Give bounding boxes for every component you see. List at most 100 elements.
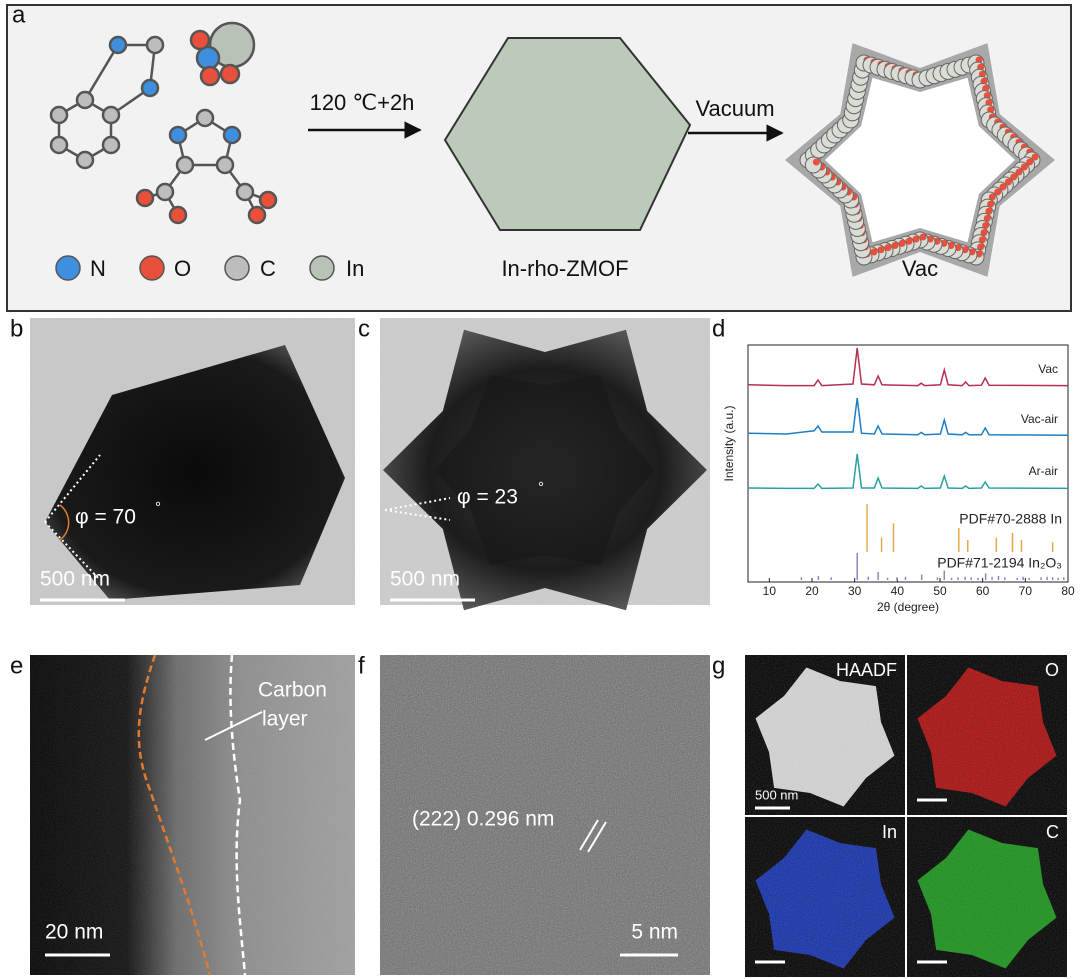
bead-oxygen	[1026, 158, 1034, 166]
bead-oxygen	[982, 221, 990, 229]
map-label: O	[1045, 660, 1059, 680]
bead-oxygen	[891, 241, 899, 249]
x-tick-label: 10	[763, 584, 777, 598]
bead	[804, 156, 822, 174]
panel-label: f	[358, 652, 365, 679]
bead-oxygen	[905, 237, 913, 245]
angle-guide	[44, 454, 101, 581]
scale-bar-label: 500 nm	[390, 568, 460, 591]
angle-unit: °	[538, 479, 544, 496]
legend-marker	[224, 255, 250, 281]
panel-label: b	[10, 315, 23, 342]
x-tick-label: 40	[891, 584, 905, 598]
annotation: (222) 0.296 nm	[412, 808, 554, 831]
angle-unit: °	[155, 499, 161, 516]
boundary-outer	[229, 654, 247, 976]
annotation: layer	[262, 708, 308, 731]
xrd-curve	[747, 347, 1069, 387]
crystal	[383, 329, 707, 611]
product-label: Vac	[902, 256, 938, 281]
x-axis-label: 2θ (degree)	[877, 600, 939, 614]
crystal	[45, 345, 345, 600]
panel-label: a	[12, 1, 26, 28]
series-label: Vac-air	[1021, 412, 1058, 426]
panel-label: d	[712, 315, 725, 342]
legend-label: C	[260, 256, 276, 281]
eds-maps: HAADF O In C	[745, 655, 1067, 977]
xrd-curve	[747, 397, 1069, 436]
x-tick-label: 20	[805, 584, 819, 598]
scale-bar-label: 500 nm	[40, 568, 110, 591]
legend-label: N	[90, 256, 106, 281]
angle-label: φ = 23	[457, 486, 518, 509]
panel-label: e	[10, 652, 23, 679]
scale-bar-label: 20 nm	[45, 921, 103, 944]
legend-marker	[309, 255, 335, 281]
bead-oxygen	[1010, 173, 1018, 181]
bead-oxygen	[870, 248, 878, 256]
angle-label: φ = 70	[75, 506, 136, 529]
bead-oxygen	[980, 229, 988, 237]
legend-label: In	[346, 256, 364, 281]
bead-oxygen	[1031, 153, 1039, 161]
bead-oxygen	[919, 233, 927, 241]
tem-texture	[30, 655, 355, 975]
vac-structure	[785, 43, 1055, 277]
angle-arc	[59, 504, 70, 541]
panel-label: c	[358, 315, 370, 342]
step-label: Vacuum	[695, 96, 774, 121]
bead-oxygen	[1020, 163, 1028, 171]
y-axis-label: Intensity (a.u.)	[722, 405, 736, 481]
bead-oxygen	[994, 188, 1002, 196]
bead-oxygen	[977, 243, 985, 251]
x-tick-label: 70	[1019, 584, 1033, 598]
legend: N O C In	[55, 255, 364, 281]
bead-oxygen	[912, 235, 920, 243]
bead-oxygen	[985, 207, 993, 215]
step-label: 120 ℃+2h	[310, 90, 415, 115]
x-tick-label: 50	[933, 584, 947, 598]
cavity	[825, 77, 1015, 243]
annotation-arrow	[204, 711, 263, 741]
series-label: Vac	[1038, 362, 1058, 376]
scale-bar-label: 5 nm	[631, 921, 678, 944]
bead-oxygen	[884, 244, 892, 252]
map-texture	[907, 655, 1067, 815]
legend-marker	[55, 255, 81, 281]
x-tick-label: 80	[1061, 584, 1075, 598]
molecules	[49, 21, 278, 225]
angle-guide	[384, 497, 451, 521]
bead-oxygen	[877, 246, 885, 254]
hrtem-texture	[380, 655, 710, 975]
map-label: HAADF	[836, 660, 897, 680]
map-texture	[907, 817, 1067, 977]
product-label: In-rho-ZMOF	[501, 256, 628, 281]
legend-label: O	[174, 256, 191, 281]
reference-label: PDF#71-2194 In₂O₃	[937, 555, 1062, 571]
x-tick-label: 60	[976, 584, 990, 598]
lattice-mark	[579, 819, 599, 851]
bead-oxygen	[987, 200, 995, 208]
bead-oxygen	[812, 158, 820, 166]
scale-bar-label: 500 nm	[755, 787, 798, 802]
map-label: In	[882, 822, 897, 842]
annotation: Carbon	[258, 679, 327, 702]
bead-oxygen	[1015, 168, 1023, 176]
panel-label: g	[712, 652, 725, 679]
bead-oxygen	[1004, 178, 1012, 186]
map-texture	[745, 655, 905, 815]
x-tick-label: 30	[848, 584, 862, 598]
reference-label: PDF#70-2888 In	[959, 511, 1062, 527]
bead-oxygen	[983, 214, 991, 222]
bead-oxygen	[988, 193, 996, 201]
plot-frame	[747, 344, 1069, 583]
bead-oxygen	[999, 183, 1007, 191]
series-label: Ar-air	[1029, 464, 1058, 478]
bead-oxygen	[978, 236, 986, 244]
map-texture	[745, 817, 905, 977]
xrd-chart: 10 20 30 40 50 60 70 80 2θ (degree) Intensity (a.…	[722, 344, 1075, 614]
legend-marker	[139, 255, 165, 281]
boundary-inner	[137, 654, 212, 976]
bead-oxygen	[898, 239, 906, 247]
